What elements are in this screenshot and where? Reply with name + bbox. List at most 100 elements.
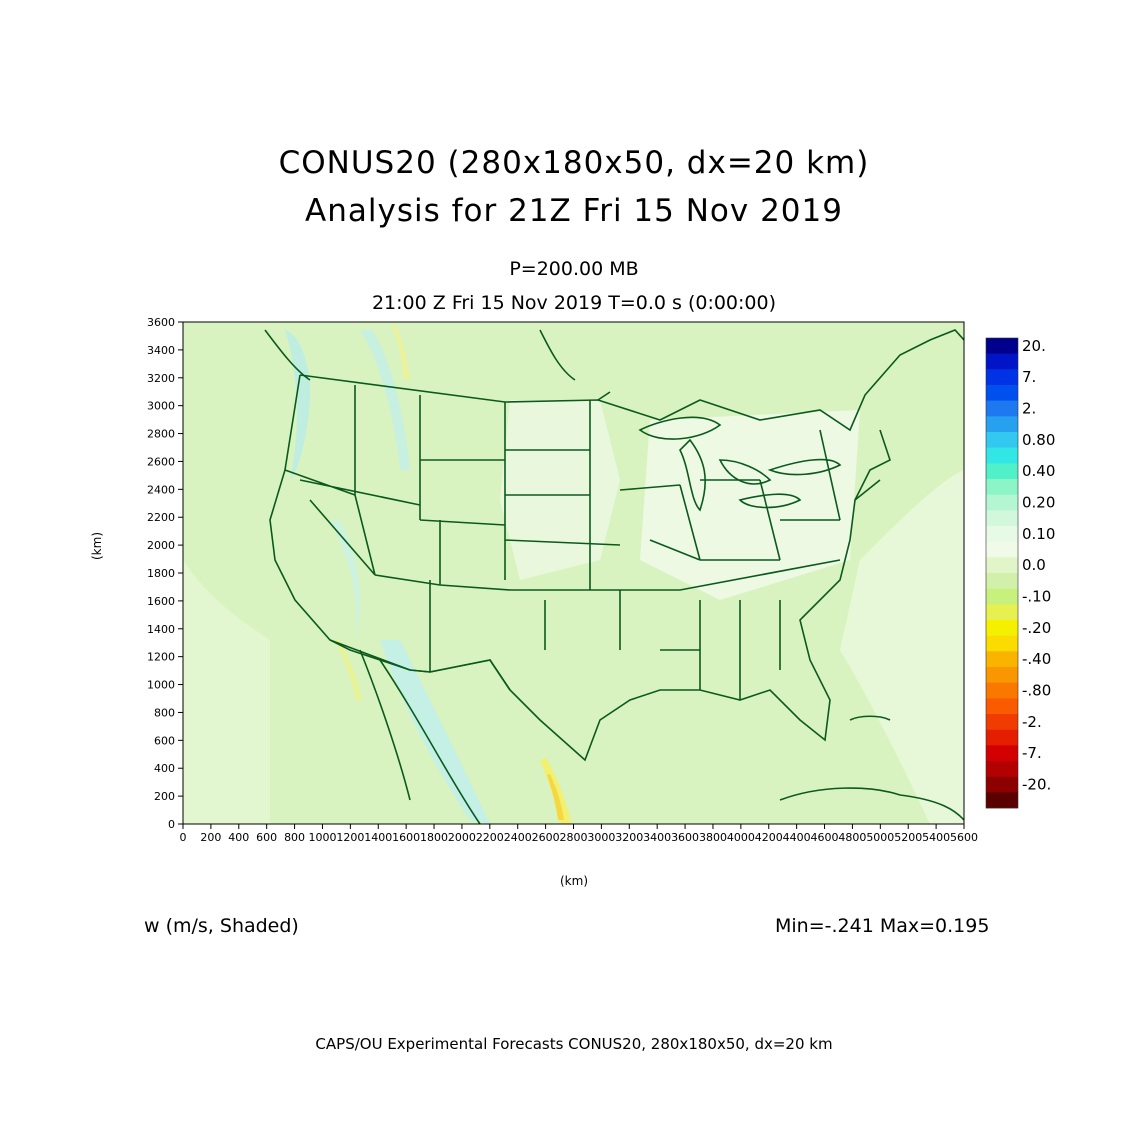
colorbar-swatch bbox=[986, 369, 1018, 386]
x-tick-label: 5000 bbox=[866, 831, 894, 844]
colorbar-swatch bbox=[986, 667, 1018, 683]
positive-w-streak-southwest bbox=[330, 520, 360, 640]
colorbar-label: -.10 bbox=[1022, 588, 1051, 606]
y-tick-label: 3000 bbox=[147, 400, 175, 413]
plot-title: CONUS20 (280x180x50, dx=20 km) bbox=[278, 145, 870, 181]
x-tick-label: 600 bbox=[256, 831, 277, 844]
x-tick-label: 400 bbox=[228, 831, 249, 844]
colorbar-swatch bbox=[986, 526, 1018, 542]
cuba-and-caribbean bbox=[779, 715, 964, 821]
colorbar-swatch bbox=[986, 792, 1018, 809]
colorbar-label: 0.80 bbox=[1022, 431, 1055, 449]
colorbar-swatch bbox=[986, 385, 1018, 401]
colorbar-label: -.20 bbox=[1022, 619, 1051, 637]
positive-w-streak-rockies bbox=[360, 330, 410, 470]
colorbar-swatch bbox=[986, 698, 1018, 715]
negative-w-streak-nw bbox=[392, 325, 410, 380]
colorbar-swatch bbox=[986, 573, 1018, 589]
x-tick-label: 1800 bbox=[420, 831, 448, 844]
state-lines bbox=[284, 385, 841, 700]
x-axis-ticks: 0 200 400 600 800 1000 1200 1400 1600 1800 2000 220… bbox=[180, 824, 978, 844]
y-tick-label: 1400 bbox=[147, 623, 175, 636]
canada-border-east bbox=[597, 391, 881, 501]
x-tick-label: 5400 bbox=[922, 831, 950, 844]
colorbar-label: 0.20 bbox=[1022, 494, 1055, 512]
x-tick-label: 2600 bbox=[532, 831, 560, 844]
colorbar-swatch bbox=[986, 682, 1018, 699]
y-tick-label: 3600 bbox=[147, 316, 175, 329]
colorbar-swatch bbox=[986, 338, 1018, 354]
colorbar-swatch bbox=[986, 761, 1018, 777]
colorbar-label: -2. bbox=[1022, 713, 1042, 731]
valid-time: 21:00 Z Fri 15 Nov 2019 T=0.0 s (0:00:00… bbox=[371, 292, 777, 314]
negative-w-streak-california bbox=[335, 640, 362, 700]
x-tick-label: 800 bbox=[284, 831, 305, 844]
x-tick-label: 3000 bbox=[587, 831, 615, 844]
x-tick-label: 4800 bbox=[838, 831, 866, 844]
x-tick-label: 2200 bbox=[476, 831, 504, 844]
colorbar-swatch bbox=[986, 604, 1018, 621]
y-tick-label: 2200 bbox=[147, 511, 175, 524]
y-tick-label: 600 bbox=[154, 734, 175, 747]
y-tick-label: 2000 bbox=[147, 539, 175, 552]
x-tick-label: 200 bbox=[200, 831, 221, 844]
x-tick-label: 3200 bbox=[615, 831, 643, 844]
pressure-level: P=200.00 MB bbox=[509, 258, 639, 280]
y-tick-label: 800 bbox=[154, 706, 175, 719]
colorbar-swatch bbox=[986, 588, 1018, 605]
x-axis-label: (km) bbox=[560, 874, 589, 888]
x-tick-label: 4400 bbox=[783, 831, 811, 844]
colorbar-swatch bbox=[986, 729, 1018, 746]
colorbar-label: -7. bbox=[1022, 744, 1042, 762]
colorbar-label: -.40 bbox=[1022, 650, 1051, 668]
y-tick-label: 2600 bbox=[147, 455, 175, 468]
colorbar-label: 0.10 bbox=[1022, 525, 1055, 543]
colorbar-swatch bbox=[986, 510, 1018, 527]
footer-credit: CAPS/OU Experimental Forecasts CONUS20, … bbox=[315, 1035, 833, 1053]
x-tick-label: 0 bbox=[180, 831, 187, 844]
colorbar-swatch bbox=[986, 479, 1018, 495]
colorbar-swatch bbox=[986, 416, 1018, 433]
ocean-light-region-east bbox=[840, 470, 964, 824]
colorbar-swatch bbox=[986, 620, 1018, 636]
colorbar-label: -20. bbox=[1022, 776, 1051, 794]
x-tick-label: 2000 bbox=[448, 831, 476, 844]
x-tick-label: 3600 bbox=[671, 831, 699, 844]
canada-coast-nw bbox=[264, 329, 576, 381]
colorbar-swatch bbox=[986, 541, 1018, 558]
x-tick-label: 3400 bbox=[643, 831, 671, 844]
y-tick-label: 1800 bbox=[147, 567, 175, 580]
colorbar-swatch bbox=[986, 714, 1018, 730]
colorbar: 20. 7. 2. 0.80 0.40 0.20 0.10 0.0 -.10 -.20 -.40 -.… bbox=[985, 337, 1055, 809]
x-tick-label: 1200 bbox=[336, 831, 364, 844]
colorbar-label: 0.0 bbox=[1022, 556, 1046, 574]
y-tick-label: 3200 bbox=[147, 372, 175, 385]
y-tick-label: 200 bbox=[154, 790, 175, 803]
x-tick-label: 2400 bbox=[504, 831, 532, 844]
y-axis-ticks: 0 200 400 600 800 1000 1200 1400 1600 1800 2000 220… bbox=[147, 316, 183, 831]
x-tick-label: 1000 bbox=[308, 831, 336, 844]
positive-w-streak-baja bbox=[380, 640, 490, 824]
x-tick-label: 4000 bbox=[727, 831, 755, 844]
x-tick-label: 2800 bbox=[560, 831, 588, 844]
colorbar-swatch bbox=[986, 557, 1018, 574]
variable-label: w (m/s, Shaded) bbox=[144, 915, 299, 937]
y-tick-label: 0 bbox=[168, 818, 175, 831]
colorbar-swatch bbox=[986, 463, 1018, 480]
colorbar-label: 7. bbox=[1022, 368, 1036, 386]
colorbar-swatch bbox=[986, 400, 1018, 417]
x-tick-label: 3800 bbox=[699, 831, 727, 844]
positive-w-streak-west bbox=[285, 330, 311, 480]
colorbar-frame bbox=[985, 337, 1019, 809]
colorbar-label: 2. bbox=[1022, 400, 1036, 418]
y-tick-label: 2800 bbox=[147, 428, 175, 441]
colorbar-swatch bbox=[986, 745, 1018, 762]
x-tick-label: 1400 bbox=[364, 831, 392, 844]
ocean-light-region-west bbox=[183, 560, 270, 824]
min-max-readout: Min=-.241 Max=0.195 bbox=[775, 915, 990, 937]
x-tick-label: 4600 bbox=[811, 831, 839, 844]
colorbar-label: -.80 bbox=[1022, 682, 1051, 700]
x-tick-label: 4200 bbox=[755, 831, 783, 844]
colorbar-label: 0.40 bbox=[1022, 462, 1055, 480]
